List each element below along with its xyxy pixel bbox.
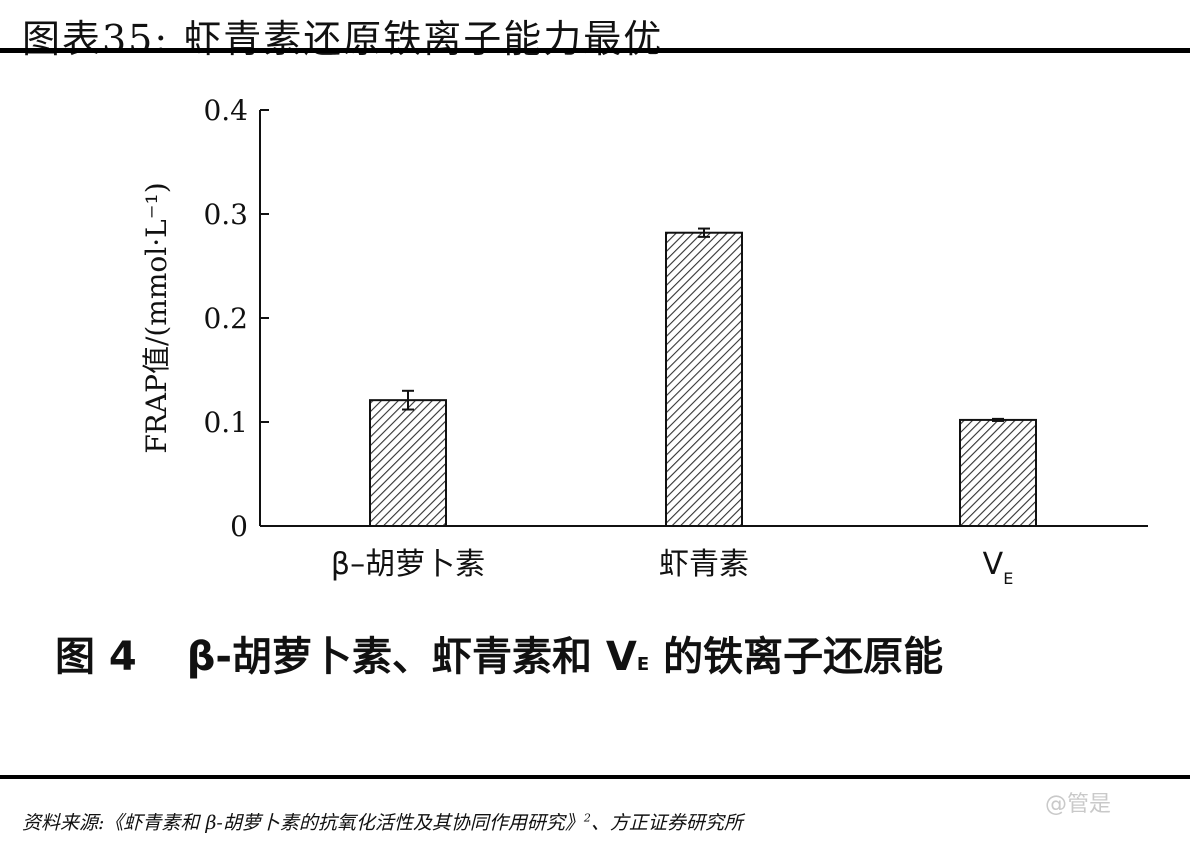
caption-subscript: E	[636, 654, 650, 675]
footer-rule	[0, 775, 1190, 779]
y-axis-title: FRAP值/(mmol·L⁻¹)	[140, 182, 173, 453]
title-rule	[0, 48, 1190, 53]
source-superscript: 2	[583, 811, 591, 825]
y-tick-label: 0.3	[203, 198, 248, 231]
source-text: 资料来源:《虾青素和 β-胡萝卜素的抗氧化活性及其协同作用研究》	[22, 812, 584, 834]
y-tick-label: 0.2	[203, 302, 248, 335]
x-tick-label: VE	[983, 547, 1014, 588]
report-title: 图表35: 虾青素还原铁离子能力最优	[22, 17, 664, 61]
y-tick-label: 0.1	[203, 406, 248, 439]
bar	[959, 418, 1037, 528]
watermark: @管是	[1045, 792, 1112, 817]
frap-bar-chart: 0 0.1 0.2 0.3 0.4 FRAP值/(mmol·L⁻¹) β–胡萝卜素 虾青素 VE	[140, 94, 1148, 588]
y-tick-label: 0	[230, 510, 248, 543]
bar	[665, 231, 743, 527]
x-tick-label-subscript: E	[1003, 569, 1013, 588]
source-note: 资料来源:《虾青素和 β-胡萝卜素的抗氧化活性及其协同作用研究》2、方正证券研究…	[22, 808, 743, 835]
bar	[369, 399, 447, 527]
caption-text-after: 的铁离子还原能	[649, 634, 944, 680]
x-tick-label: 虾青素	[659, 547, 749, 582]
figure-number: 图 4	[55, 634, 137, 680]
source-suffix: 、方正证券研究所	[590, 812, 743, 834]
figure-caption: 图 4 β-胡萝卜素、虾青素和 VE 的铁离子还原能	[55, 624, 943, 682]
caption-text-before: β-胡萝卜素、虾青素和 V	[186, 634, 637, 680]
chart-labels: 0 0.1 0.2 0.3 0.4 FRAP值/(mmol·L⁻¹) β–胡萝卜素 虾青素 VE	[140, 94, 1013, 588]
y-tick-label: 0.4	[203, 94, 248, 127]
chart-bars	[369, 227, 1037, 528]
x-tick-label: β–胡萝卜素	[331, 547, 485, 582]
